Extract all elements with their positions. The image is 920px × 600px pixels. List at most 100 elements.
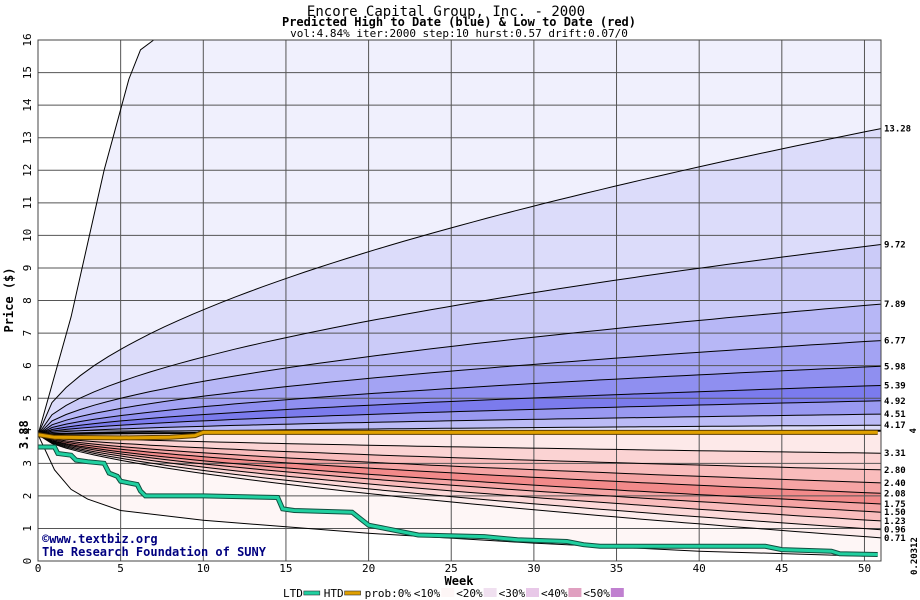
x-tick-labels: 0 5 10 15 20 25 30 35 40 45 50 [35,562,871,575]
y-tick-label: 12 [21,164,34,177]
red-band [38,434,881,470]
legend-color-swatch [526,588,539,597]
x-tick-label: 15 [279,562,292,575]
curve-end-label: 6.77 [884,337,906,347]
low-percentile-curve [37,434,882,531]
low-percentile-curve [37,434,882,505]
high-percentile-curve [37,385,882,436]
blue-band [38,414,881,435]
high-percentile-curve [37,365,882,436]
legend-color-swatch [610,588,624,597]
x-tick-label: 20 [362,562,375,575]
curve-end-label: 1.50 [884,508,906,518]
x-tick-label: 30 [527,562,540,575]
y-tick-label: 10 [21,229,34,242]
curve-end-label: 3.31 [884,449,906,459]
right-curve-labels: 13.28 9.72 7.89 6.77 5.98 5.39 4.92 4.514.17 3.3… [884,125,911,544]
red-band [38,434,881,557]
y-tick-label: 13 [21,131,34,144]
legend-line-swatch [303,590,321,596]
y-tick-label: 8 [21,297,34,304]
y-tick-label: 6 [21,362,34,369]
legend-label: prob:0% [365,587,412,600]
red-band [38,434,881,521]
y-tick-label: 15 [21,66,34,79]
red-band [38,434,881,504]
series-lines [37,429,878,557]
blue-band [38,244,881,435]
y-tick-label: 7 [21,330,34,337]
red-band [38,430,881,454]
y-tick-label: 5 [21,395,34,402]
curve-end-label: 0.96 [884,526,906,536]
legend: LTD HTD prob:0% <10% <20% <30% <40% <50% [283,587,624,600]
red-band [38,434,881,530]
legend-label: <50% [583,587,610,600]
y-tick-label: 11 [21,196,34,209]
x-tick-label: 50 [858,562,871,575]
red-band [38,434,881,513]
curve-end-label: 0.71 [884,534,906,544]
x-tick-label: 10 [197,562,210,575]
y-tick-label: 9 [21,265,34,272]
curve-end-label: 7.89 [884,300,906,310]
curve-end-label: 5.39 [884,382,906,392]
low-percentile-curve [37,434,882,454]
plot-frame [37,39,882,562]
y-tick-label: 2 [21,493,34,500]
red-band [38,434,881,494]
y-tick-label: 4 [21,427,34,434]
high-percentile-curve [37,413,882,436]
low-percentile-curve [37,434,882,513]
x-tick-label: 5 [117,562,124,575]
y-tick-label: 0 [21,558,34,565]
curve-end-label: 2.40 [884,479,906,489]
curve-end-label: 13.28 [884,125,911,135]
high-percentile-curve [37,400,882,436]
low-percentile-curve [37,434,882,471]
curve-end-label: 9.72 [884,241,906,251]
y-tick-label: 1 [21,525,34,532]
low-percentile-curve [37,434,882,539]
curve-end-label: 4.92 [884,397,906,407]
x-tick-label: 25 [445,562,458,575]
percentile-curves [37,39,882,557]
low-percentile-curve [37,434,882,522]
x-axis-label: Week [445,574,475,588]
blue-band [38,304,881,435]
prob-line-end-label: 4 [909,428,919,434]
y-axis-label: Price ($) [2,267,16,332]
start-price-label: 3.88 [17,420,31,449]
legend-label: <30% [499,587,526,600]
blue-band [38,40,881,435]
x-tick-label: 35 [610,562,623,575]
legend-label: <20% [456,587,483,600]
low-percentile-curve [37,434,882,494]
outer-high-curve [37,39,154,435]
blue-band [38,366,881,435]
high-percentile-curve [37,340,882,436]
curve-end-label: 5.98 [884,362,906,372]
red-band [38,434,881,483]
htd-line [37,430,878,440]
x-tick-label: 40 [693,562,706,575]
curve-end-label: 2.80 [884,466,906,476]
curve-end-label: 2.08 [884,489,906,499]
high-percentile-curve [37,424,882,436]
legend-label: <10% [414,587,441,600]
chart-title: Encore Capital Group, Inc. - 2000 [307,4,585,20]
legend-color-swatch [483,588,497,597]
legend-label: <40% [541,587,568,600]
y-tick-label: 16 [21,33,34,46]
curve-end-label: 1.23 [884,517,906,527]
x-tick-label: 0 [35,562,42,575]
high-percentile-curve [37,303,882,436]
blue-band [38,400,881,435]
credit-url: ©www.textbiz.org [42,532,158,546]
ltd-line [38,445,878,556]
credit-org: The Research Foundation of SUNY [42,545,267,559]
probability-bands [38,40,881,557]
y-tick-label: 3 [21,460,34,467]
legend-color-swatch [568,588,582,597]
